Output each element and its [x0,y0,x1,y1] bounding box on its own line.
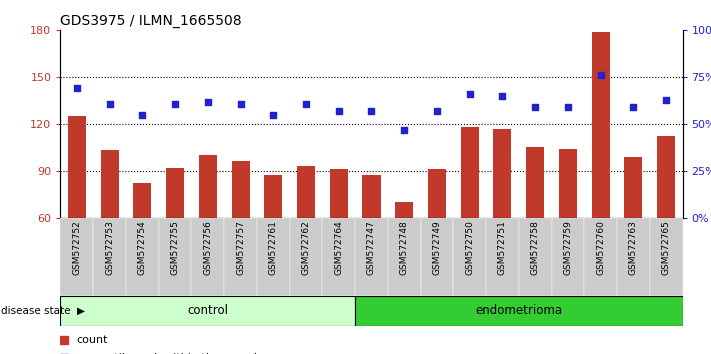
Bar [264,176,282,312]
Bar [68,116,86,312]
Text: GSM572760: GSM572760 [597,220,605,275]
Bar [232,161,250,312]
Point [365,109,377,114]
Bar [93,218,126,296]
Point [562,104,574,109]
Bar [330,169,348,312]
Bar [519,218,552,296]
Point [235,101,246,107]
Bar [461,127,479,312]
Point [399,127,410,133]
Text: GSM572751: GSM572751 [498,220,507,275]
Point [530,104,541,109]
Point [595,73,606,78]
Bar [559,149,577,312]
Bar [592,32,610,312]
Bar [584,218,617,296]
Text: GSM572764: GSM572764 [334,220,343,275]
Text: GSM572747: GSM572747 [367,220,376,275]
Text: GSM572765: GSM572765 [662,220,670,275]
Text: GSM572752: GSM572752 [73,220,81,275]
Bar [388,218,421,296]
Bar [60,296,355,326]
Point [267,112,279,118]
Bar [257,218,289,296]
Bar [159,218,191,296]
Bar [289,218,322,296]
Point [137,112,148,118]
Bar [493,129,511,312]
Bar [224,218,257,296]
Point [104,101,115,107]
Text: GSM572749: GSM572749 [432,220,442,275]
Point [464,91,476,97]
Bar [650,218,683,296]
Text: control: control [187,304,228,317]
Point [169,101,181,107]
Text: GSM572753: GSM572753 [105,220,114,275]
Text: GSM572758: GSM572758 [530,220,540,275]
Bar [199,155,217,312]
Bar [100,150,119,312]
Bar [617,218,650,296]
Point [497,93,508,98]
Bar [355,296,683,326]
Point [333,109,344,114]
Bar [428,169,446,312]
Point [300,101,311,107]
Bar [322,218,355,296]
Text: percentile rank within the sample: percentile rank within the sample [76,353,264,354]
Bar [526,147,544,312]
Point [628,104,639,109]
Text: endometrioma: endometrioma [475,304,562,317]
Bar [624,157,643,312]
Text: GSM572756: GSM572756 [203,220,213,275]
Text: GDS3975 / ILMN_1665508: GDS3975 / ILMN_1665508 [60,14,242,28]
Point [71,85,82,91]
Bar [454,218,486,296]
Text: count: count [76,335,107,345]
Text: GSM572748: GSM572748 [400,220,409,275]
Bar [363,176,380,312]
Bar [395,202,413,312]
Text: disease state  ▶: disease state ▶ [1,306,85,316]
Bar [191,218,224,296]
Text: GSM572762: GSM572762 [301,220,311,275]
Bar [552,218,584,296]
Bar [126,218,159,296]
Point [432,109,443,114]
Bar [297,166,315,312]
Text: GSM572761: GSM572761 [269,220,278,275]
Text: GSM572759: GSM572759 [563,220,572,275]
Bar [421,218,454,296]
Point [661,98,672,103]
Bar [486,218,519,296]
Bar [60,218,93,296]
Bar [657,136,675,312]
Point [202,99,213,105]
Text: GSM572763: GSM572763 [629,220,638,275]
Bar [355,218,388,296]
Text: GSM572750: GSM572750 [465,220,474,275]
Text: GSM572754: GSM572754 [138,220,146,275]
Text: GSM572755: GSM572755 [171,220,180,275]
Text: GSM572757: GSM572757 [236,220,245,275]
Bar [133,183,151,312]
Bar [166,168,184,312]
